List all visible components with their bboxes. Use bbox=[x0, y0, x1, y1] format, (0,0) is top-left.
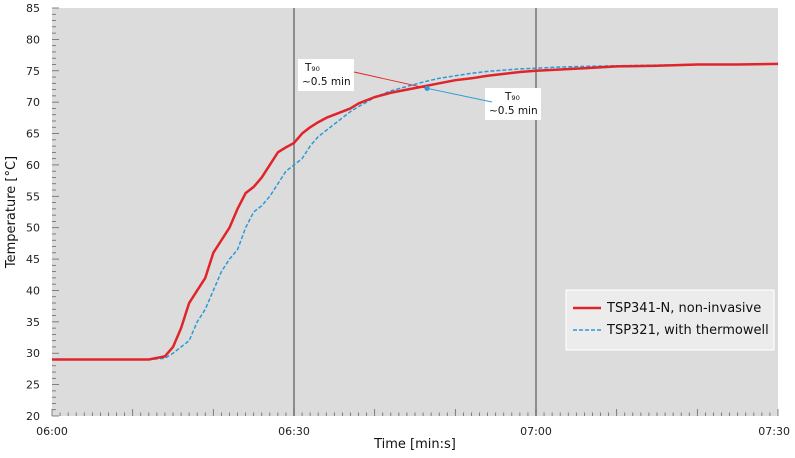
t90-symbol-right: T₉₀ bbox=[504, 91, 520, 103]
y-tick-label-25: 25 bbox=[26, 379, 40, 392]
x-tick-label-0600: 06:00 bbox=[36, 425, 68, 438]
legend-label-tsp341: TSP341-N, non-invasive bbox=[606, 301, 761, 316]
legend-label-tsp321: TSP321, with thermowell bbox=[606, 323, 769, 338]
x-tick-labels: 06:00 06:30 07:00 07:30 bbox=[36, 425, 790, 438]
y-tick-labels: 20 25 30 35 40 45 50 55 60 65 70 75 80 85 bbox=[26, 2, 40, 423]
t90-leader-line-left bbox=[353, 71, 428, 89]
y-axis-title: Temperature [°C] bbox=[4, 156, 19, 269]
y-tick-label-60: 60 bbox=[26, 159, 40, 172]
y-tick-label-80: 80 bbox=[26, 33, 40, 46]
y-tick-label-55: 55 bbox=[26, 190, 40, 203]
x-tick-label-0730: 07:30 bbox=[758, 425, 790, 438]
x-tick-label-0630: 06:30 bbox=[278, 425, 310, 438]
t90-label-box-left bbox=[298, 59, 354, 91]
minor-ticks bbox=[51, 7, 779, 417]
t90-value-left: ~0.5 min bbox=[302, 76, 351, 88]
y-tick-label-65: 65 bbox=[26, 128, 40, 141]
x-tick-label-0700: 07:00 bbox=[520, 425, 552, 438]
y-tick-label-35: 35 bbox=[26, 316, 40, 329]
y-tick-label-70: 70 bbox=[26, 96, 40, 109]
grid-lines bbox=[293, 8, 537, 416]
t90-value-right: ~0.5 min bbox=[489, 105, 538, 117]
y-tick-label-20: 20 bbox=[26, 410, 40, 423]
y-tick-label-75: 75 bbox=[26, 65, 40, 78]
series-line-tsp321 bbox=[52, 63, 779, 361]
t90-label-box-right bbox=[485, 88, 541, 120]
t90-annotations: T₉₀ ~0.5 min T₉₀ ~0.5 min bbox=[298, 59, 541, 120]
t90-marker-point bbox=[424, 85, 430, 91]
plot-background bbox=[52, 8, 778, 416]
y-tick-label-30: 30 bbox=[26, 347, 40, 360]
y-tick-label-50: 50 bbox=[26, 222, 40, 235]
y-tick-label-85: 85 bbox=[26, 2, 40, 15]
legend: TSP341-N, non-invasive TSP321, with ther… bbox=[565, 289, 775, 351]
series-line-tsp341 bbox=[52, 62, 779, 361]
t90-symbol-left: T₉₀ bbox=[304, 62, 320, 74]
series-lines bbox=[52, 62, 779, 361]
t90-leader-line-right bbox=[427, 87, 493, 103]
legend-box bbox=[565, 289, 775, 351]
x-axis-title: Time [min:s] bbox=[373, 437, 456, 452]
y-tick-label-45: 45 bbox=[26, 253, 40, 266]
y-tick-label-40: 40 bbox=[26, 284, 40, 297]
